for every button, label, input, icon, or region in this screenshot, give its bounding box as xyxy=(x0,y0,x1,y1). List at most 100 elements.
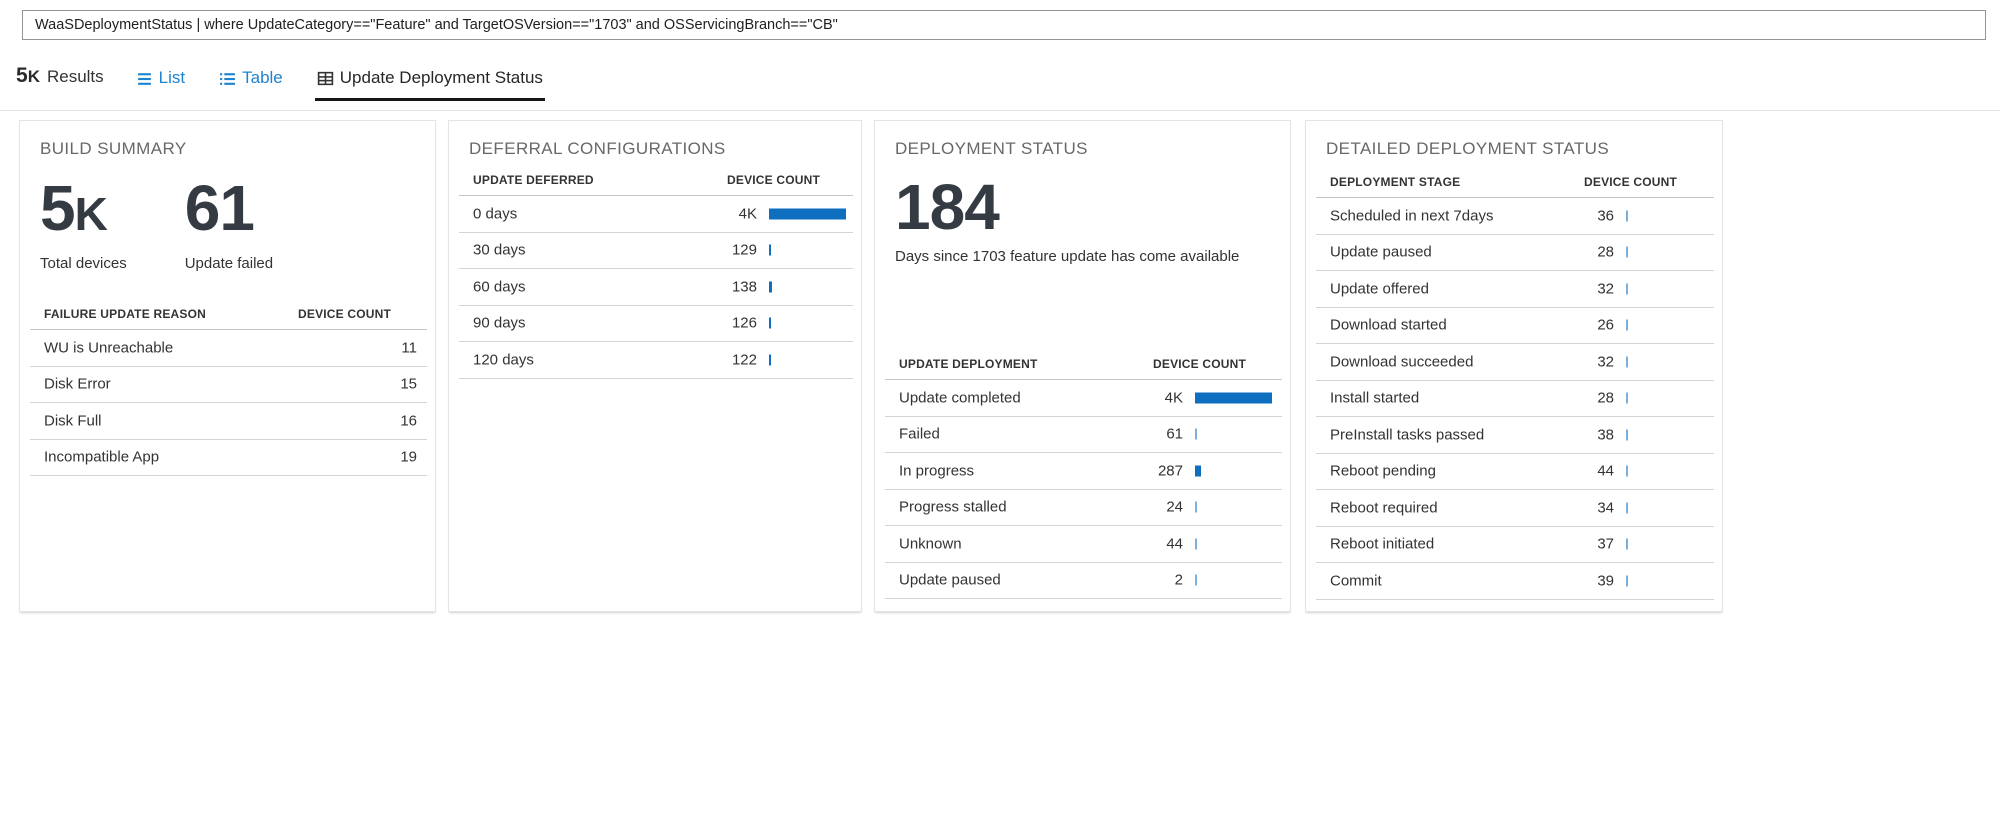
tab-table[interactable]: Table xyxy=(217,66,285,101)
row-value: 129 xyxy=(731,241,757,259)
table-row[interactable]: WU is Unreachable 11 xyxy=(30,330,427,367)
row-value: 2 xyxy=(1174,571,1183,589)
deferral-configurations-panel: DEFERRAL CONFIGURATIONS UPDATE DEFERRED D… xyxy=(448,120,862,612)
update-deployment-table: UPDATE DEPLOYMENT DEVICE COUNT Update comp… xyxy=(885,349,1282,599)
table-row[interactable]: Unknown 44 xyxy=(885,526,1282,563)
table-row[interactable]: 90 days 126 xyxy=(459,306,853,342)
results-count-suffix: K xyxy=(27,67,40,86)
row-value: 24 xyxy=(1166,498,1183,516)
row-value: 34 xyxy=(1597,499,1614,517)
table-row[interactable]: Disk Error 15 xyxy=(30,367,427,403)
table-row[interactable]: Failed 61 xyxy=(885,417,1282,453)
row-label: In progress xyxy=(899,462,975,480)
row-label: 30 days xyxy=(473,241,526,259)
device-count-bar xyxy=(1195,538,1197,550)
table-row[interactable]: Update completed 4K xyxy=(885,380,1282,417)
table-row[interactable]: Scheduled in next 7days 36 xyxy=(1316,198,1714,235)
results-label: Results xyxy=(46,67,104,86)
row-label: Commit xyxy=(1330,572,1382,590)
grid-table-icon xyxy=(317,71,333,85)
device-count-bar xyxy=(1195,465,1201,477)
column-header: DEVICE COUNT xyxy=(727,173,821,187)
tab-update-deployment-status[interactable]: Update Deployment Status xyxy=(314,66,545,101)
row-label: Download succeeded xyxy=(1330,353,1474,371)
panel-title: DEFERRAL CONFIGURATIONS xyxy=(469,139,726,158)
row-value: 61 xyxy=(1166,425,1183,443)
table-icon xyxy=(220,72,236,85)
table-row[interactable]: Disk Full 16 xyxy=(30,403,427,440)
table-row[interactable]: Reboot initiated 37 xyxy=(1316,527,1714,563)
table-row[interactable]: Reboot required 34 xyxy=(1316,490,1714,527)
row-value: 287 xyxy=(1157,462,1183,480)
row-label: Update paused xyxy=(1330,243,1432,261)
row-value: 44 xyxy=(1597,462,1614,480)
table-row[interactable]: Incompatible App 19 xyxy=(30,440,427,476)
table-row[interactable]: 60 days 138 xyxy=(459,269,853,306)
row-label: Update offered xyxy=(1330,280,1429,298)
table-row[interactable]: 120 days 122 xyxy=(459,342,853,379)
row-label: Incompatible App xyxy=(44,448,160,466)
column-header: DEVICE COUNT xyxy=(298,307,392,321)
stat-total-devices[interactable]: 5K Total devices xyxy=(40,173,127,272)
table-row[interactable]: Reboot pending 44 xyxy=(1316,454,1714,490)
row-value: 138 xyxy=(731,278,757,296)
row-value: 126 xyxy=(731,314,757,332)
row-value: 32 xyxy=(1597,353,1614,371)
row-label: 120 days xyxy=(473,351,534,369)
column-header: DEVICE COUNT xyxy=(1584,175,1678,189)
row-value: 32 xyxy=(1597,280,1614,298)
row-label: 90 days xyxy=(473,314,526,332)
device-count-bar xyxy=(1626,502,1628,514)
row-value: 122 xyxy=(731,351,757,369)
table-row[interactable]: Install started 28 xyxy=(1316,381,1714,417)
row-label: 0 days xyxy=(473,205,518,223)
device-count-bar xyxy=(1626,319,1628,331)
device-count-bar xyxy=(769,208,846,220)
row-label: 60 days xyxy=(473,278,526,296)
row-label: Install started xyxy=(1330,389,1420,407)
table-row[interactable]: Commit 39 xyxy=(1316,563,1714,600)
stat-caption: Days since 1703 feature update has come … xyxy=(895,248,1240,265)
table-row[interactable]: Download started 26 xyxy=(1316,308,1714,344)
tab-list[interactable]: List xyxy=(134,66,187,101)
device-count-bar xyxy=(1626,429,1628,441)
row-value: 11 xyxy=(401,339,417,357)
table-row[interactable]: Update offered 32 xyxy=(1316,271,1714,308)
query-input[interactable] xyxy=(22,10,1986,40)
row-label: Progress stalled xyxy=(899,498,1007,516)
results-count-value: 5 xyxy=(16,64,28,87)
deployment-status-panel: DEPLOYMENT STATUS 184 Days since 1703 fe… xyxy=(874,120,1291,612)
device-count-bar xyxy=(1626,465,1628,477)
row-value: 39 xyxy=(1597,572,1614,590)
row-value: 28 xyxy=(1597,243,1614,261)
stat-value: 61 xyxy=(184,172,255,244)
table-row[interactable]: 0 days 4K xyxy=(459,196,853,233)
row-label: Reboot initiated xyxy=(1330,535,1435,553)
table-row[interactable]: Progress stalled 24 xyxy=(885,490,1282,526)
table-row[interactable]: 30 days 129 xyxy=(459,233,853,269)
table-row[interactable]: Update paused 2 xyxy=(885,563,1282,599)
table-row[interactable]: Download succeeded 32 xyxy=(1316,344,1714,381)
row-value: 37 xyxy=(1597,535,1614,553)
stat-label: Total devices xyxy=(40,255,127,272)
table-row[interactable]: In progress 287 xyxy=(885,453,1282,490)
stat-value: 184 xyxy=(895,171,1000,243)
row-value: 16 xyxy=(400,412,417,430)
row-label: Reboot required xyxy=(1330,499,1438,517)
tab-label: Table xyxy=(242,68,283,87)
tab-label: Update Deployment Status xyxy=(339,68,543,87)
row-value: 19 xyxy=(400,448,417,466)
failure-update-reason-table: FAILURE UPDATE REASON DEVICE COUNT WU is U… xyxy=(30,299,427,476)
stat-update-failed[interactable]: 61 Update failed xyxy=(185,173,273,272)
table-row[interactable]: Update paused 28 xyxy=(1316,235,1714,271)
row-label: Disk Error xyxy=(44,375,111,393)
table-row[interactable]: PreInstall tasks passed 38 xyxy=(1316,417,1714,454)
table-header: UPDATE DEFERRED DEVICE COUNT xyxy=(459,165,853,196)
stat-days-since-update[interactable]: 184 xyxy=(895,171,1000,248)
panel-title: BUILD SUMMARY xyxy=(40,139,187,158)
detailed-deployment-status-panel: DETAILED DEPLOYMENT STATUS DEPLOYMENT ST… xyxy=(1305,120,1723,612)
row-label: Unknown xyxy=(899,535,962,553)
row-value: 4K xyxy=(1164,389,1183,407)
row-label: Disk Full xyxy=(44,412,102,430)
